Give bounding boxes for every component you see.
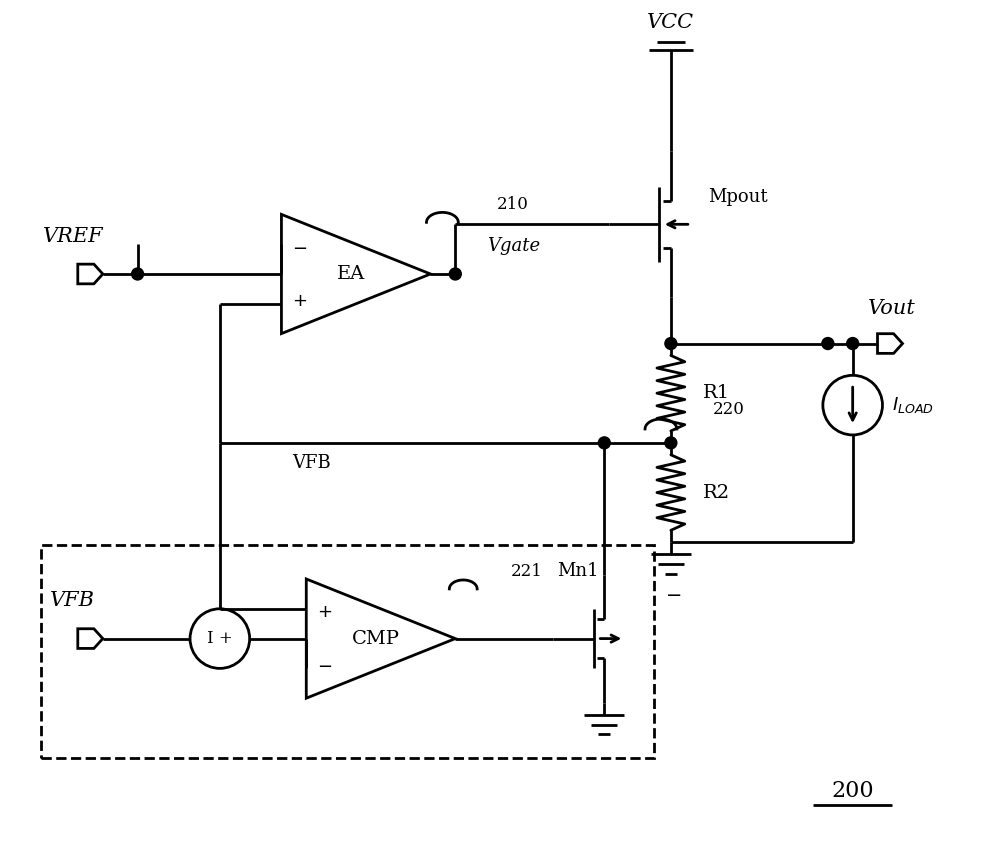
Text: VREF: VREF: [43, 226, 103, 246]
Text: I +: I +: [207, 630, 233, 647]
Text: $I_{LOAD}$: $I_{LOAD}$: [892, 395, 934, 416]
Text: 220: 220: [713, 400, 744, 417]
Text: 200: 200: [831, 779, 874, 801]
Text: VCC: VCC: [647, 14, 694, 32]
Text: CMP: CMP: [352, 629, 400, 648]
Text: Vgate: Vgate: [487, 237, 540, 255]
Text: Vout: Vout: [868, 299, 915, 318]
Circle shape: [132, 268, 144, 280]
Text: R2: R2: [703, 483, 730, 501]
Text: Mn1: Mn1: [558, 562, 599, 580]
Text: Mpout: Mpout: [709, 187, 768, 205]
Text: $-$: $-$: [292, 238, 307, 256]
Circle shape: [822, 338, 834, 349]
Text: VFB: VFB: [292, 454, 331, 471]
Circle shape: [665, 437, 677, 449]
Text: 221: 221: [511, 562, 543, 579]
Text: R1: R1: [703, 384, 730, 402]
Text: $-$: $-$: [665, 585, 681, 603]
Text: $-$: $-$: [317, 656, 332, 674]
Circle shape: [598, 437, 610, 449]
Text: 210: 210: [497, 196, 529, 213]
Circle shape: [665, 338, 677, 349]
Circle shape: [449, 268, 461, 280]
Text: EA: EA: [337, 265, 365, 283]
Text: $+$: $+$: [292, 292, 307, 310]
Text: VFB: VFB: [50, 591, 95, 611]
Text: $+$: $+$: [317, 603, 332, 621]
Circle shape: [847, 338, 859, 349]
